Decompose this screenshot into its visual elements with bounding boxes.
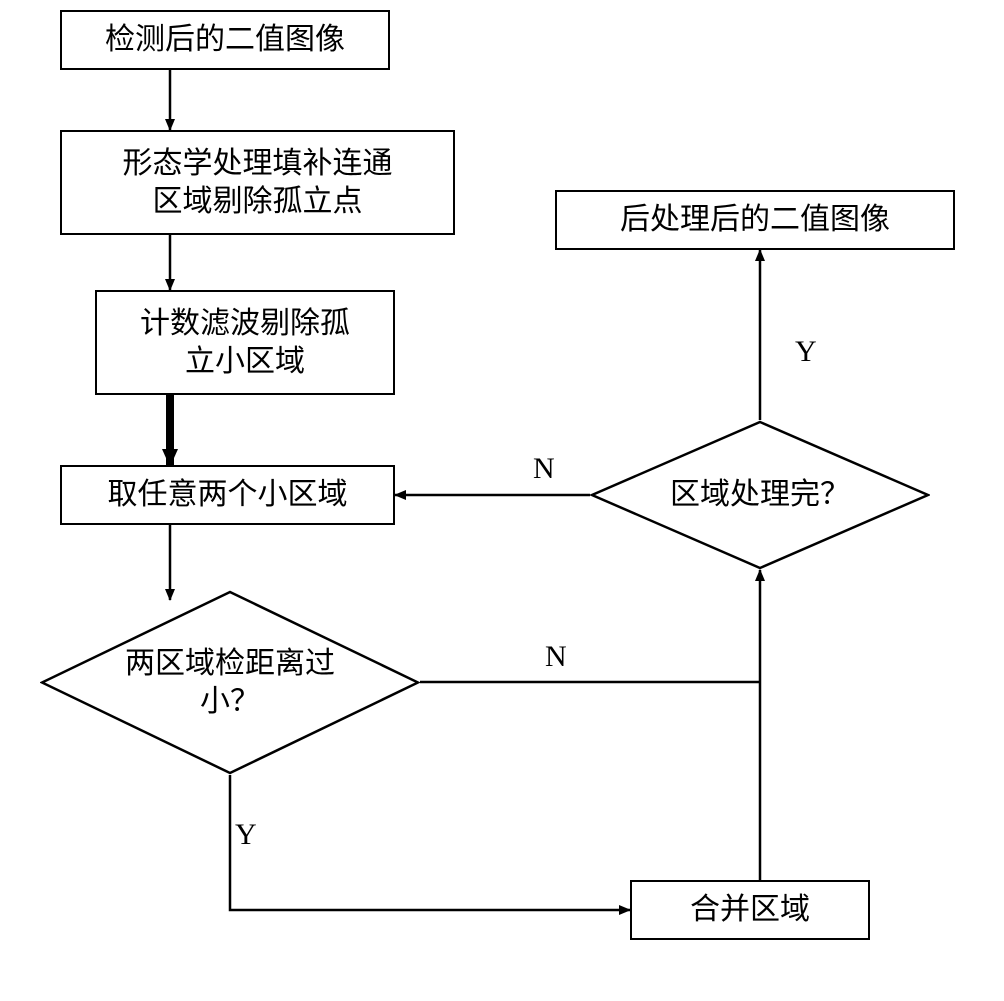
node-pick-two-regions: 取任意两个小区域: [60, 465, 395, 525]
node-count-filter: 计数滤波剔除孤立小区域: [95, 290, 395, 395]
node-label: 取任意两个小区域: [108, 476, 348, 514]
node-label: 合并区域: [690, 891, 810, 929]
edge-d1-n5: [230, 775, 630, 910]
node-label: 形态学处理填补连通区域剔除孤立点: [123, 145, 393, 220]
decision-distance-too-small: 两区域检距离过小？: [40, 590, 420, 775]
node-input-binary-image: 检测后的二值图像: [60, 10, 390, 70]
edge-label-d2-no: N: [533, 452, 555, 486]
node-label: 后处理后的二值图像: [620, 201, 890, 239]
edge-label-d1-yes: Y: [235, 818, 257, 852]
edge-label-d2-yes: Y: [795, 335, 817, 369]
node-label: 计数滤波剔除孤立小区域: [140, 305, 350, 380]
node-label: 区域处理完？: [670, 476, 850, 514]
node-output-binary-image: 后处理后的二值图像: [555, 190, 955, 250]
node-label: 检测后的二值图像: [105, 21, 345, 59]
decision-all-regions-done: 区域处理完？: [590, 420, 930, 570]
node-morphology: 形态学处理填补连通区域剔除孤立点: [60, 130, 455, 235]
node-merge-region: 合并区域: [630, 880, 870, 940]
node-label: 两区域检距离过小？: [125, 645, 335, 720]
edge-label-d1-no: N: [545, 640, 567, 674]
